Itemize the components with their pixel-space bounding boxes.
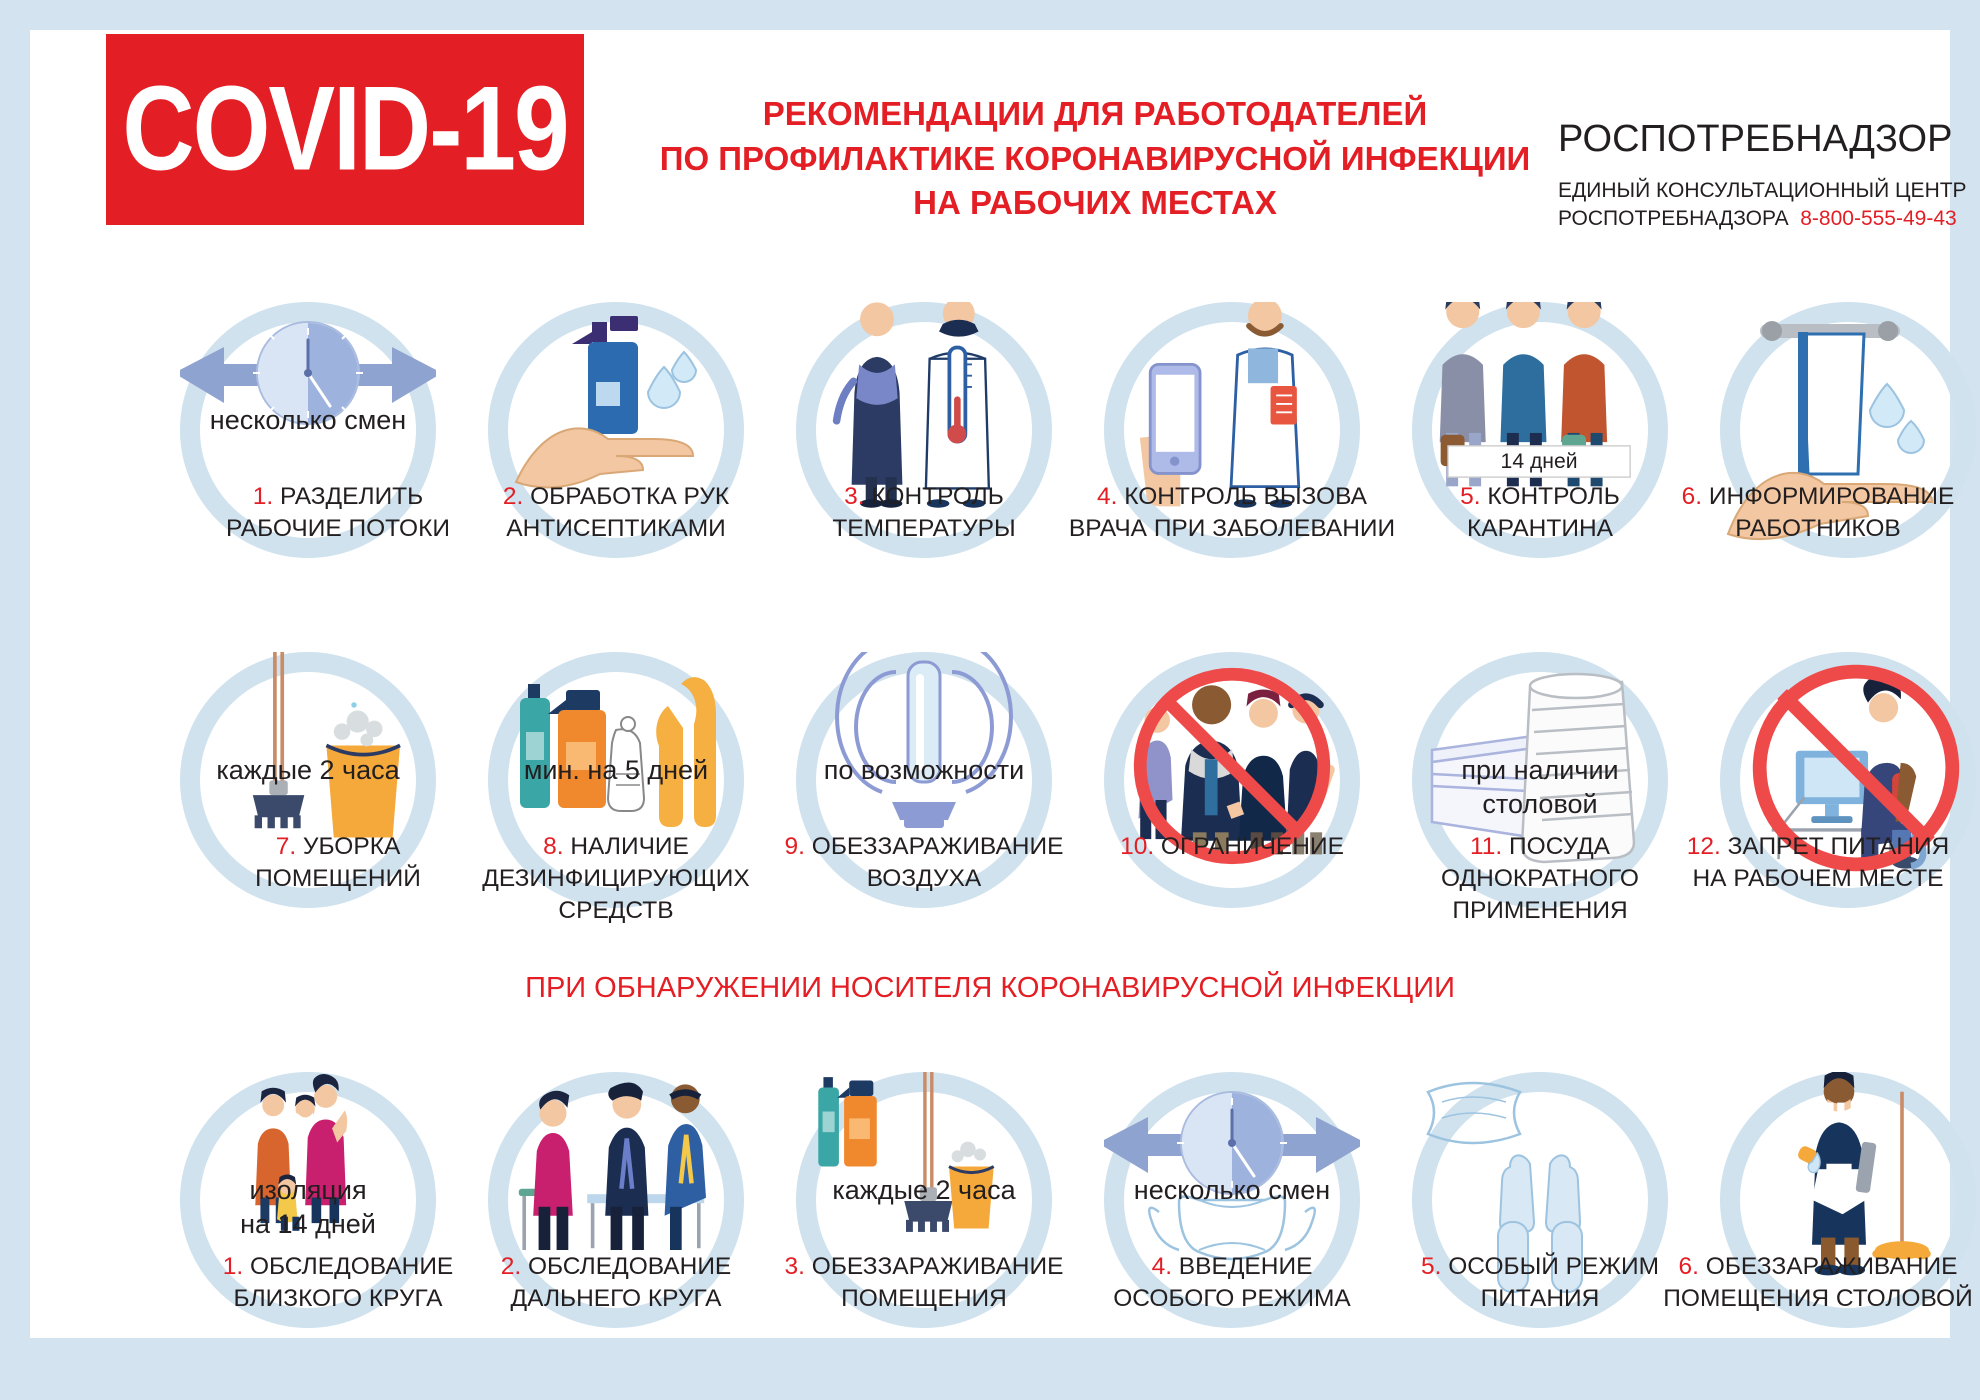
svg-text:14 дней: 14 дней — [1501, 450, 1578, 473]
